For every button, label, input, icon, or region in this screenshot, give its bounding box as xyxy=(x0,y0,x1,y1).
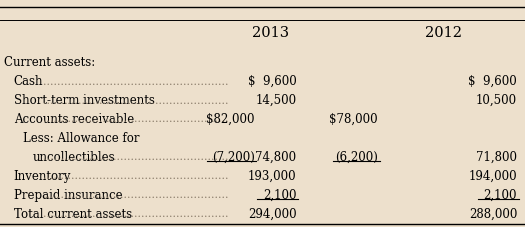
Text: .....................................................: ........................................… xyxy=(43,170,228,180)
Text: 2,100: 2,100 xyxy=(263,188,297,201)
Text: 10,500: 10,500 xyxy=(476,94,517,107)
Text: Prepaid insurance: Prepaid insurance xyxy=(14,188,122,201)
Text: (6,200): (6,200) xyxy=(335,150,378,163)
Text: Short-term investments: Short-term investments xyxy=(14,94,154,107)
Text: .....................................................: ........................................… xyxy=(43,208,228,218)
Text: Current assets:: Current assets: xyxy=(4,56,96,69)
Text: $82,000: $82,000 xyxy=(206,112,255,126)
Text: 101,000: 101,000 xyxy=(248,225,297,227)
Text: 288,000: 288,000 xyxy=(469,207,517,220)
Text: .....................................................: ........................................… xyxy=(43,76,228,86)
Text: .....................................................: ........................................… xyxy=(43,152,228,162)
Text: Accounts receivable: Accounts receivable xyxy=(14,112,134,126)
Text: .....................................................: ........................................… xyxy=(43,114,228,124)
Text: 2012: 2012 xyxy=(425,26,462,40)
Text: 74,800: 74,800 xyxy=(256,150,297,163)
Text: $78,000: $78,000 xyxy=(329,112,378,126)
Text: 71,800: 71,800 xyxy=(476,150,517,163)
Text: $  9,600: $ 9,600 xyxy=(248,75,297,88)
Text: Cash: Cash xyxy=(14,75,43,88)
Text: 2013: 2013 xyxy=(252,26,289,40)
Text: Total current assets: Total current assets xyxy=(14,207,132,220)
Text: (7,200): (7,200) xyxy=(212,150,255,163)
Text: uncollectibles: uncollectibles xyxy=(33,150,115,163)
Text: 110,000: 110,000 xyxy=(469,225,517,227)
Text: Inventory: Inventory xyxy=(14,169,71,182)
Text: 14,500: 14,500 xyxy=(256,94,297,107)
Text: Total current liabilities: Total current liabilities xyxy=(4,225,141,227)
Text: .....................................................: ........................................… xyxy=(43,189,228,199)
Text: 2,100: 2,100 xyxy=(484,188,517,201)
Text: 294,000: 294,000 xyxy=(248,207,297,220)
Text: Less: Allowance for: Less: Allowance for xyxy=(23,131,140,144)
Text: $  9,600: $ 9,600 xyxy=(468,75,517,88)
Text: 193,000: 193,000 xyxy=(248,169,297,182)
Text: .....................................................: ........................................… xyxy=(43,95,228,105)
Text: 194,000: 194,000 xyxy=(468,169,517,182)
